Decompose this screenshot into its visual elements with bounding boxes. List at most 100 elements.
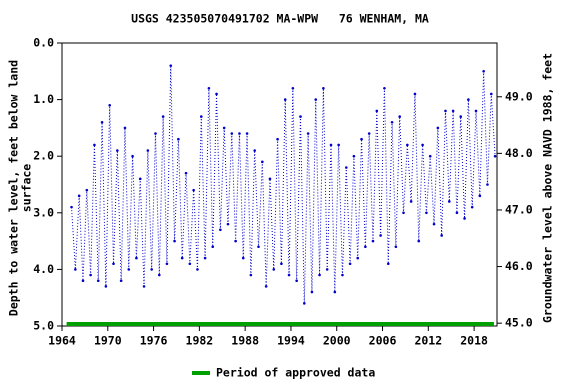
- data-point: [264, 285, 268, 288]
- data-point: [444, 109, 447, 113]
- data-point: [383, 86, 386, 90]
- data-point: [470, 205, 474, 209]
- data-point: [482, 70, 485, 73]
- data-point: [303, 302, 306, 305]
- data-point: [123, 126, 127, 130]
- plot-frame: [61, 42, 498, 327]
- data-point: [314, 98, 318, 101]
- data-point: [417, 239, 421, 243]
- data-point: [131, 154, 134, 158]
- y-axis-label: surface: [20, 164, 34, 213]
- data-point: [85, 188, 89, 192]
- data-point: [428, 154, 432, 158]
- data-point: [329, 143, 333, 147]
- data-point: [478, 194, 482, 198]
- data-point: [455, 211, 459, 215]
- y-tick-label: 1.0: [33, 92, 54, 106]
- data-point: [192, 188, 195, 192]
- data-point: [375, 109, 379, 113]
- data-point: [70, 205, 73, 209]
- x-tick-label: 2012: [414, 334, 442, 348]
- data-point: [386, 262, 390, 266]
- data-point: [318, 273, 321, 277]
- data-point: [257, 245, 260, 249]
- y-tick-label: 0.0: [33, 36, 54, 50]
- data-point: [341, 273, 344, 277]
- y-tick-label: 2.0: [33, 149, 54, 163]
- y-axis-label: Depth to water level, feet below land: [7, 60, 21, 316]
- data-point: [146, 149, 150, 152]
- data-point: [310, 290, 314, 294]
- data-point: [261, 160, 264, 164]
- data-point: [241, 256, 245, 260]
- data-point: [371, 239, 375, 243]
- x-tick-label: 2006: [369, 334, 397, 348]
- data-point: [173, 239, 176, 243]
- data-point: [96, 279, 100, 283]
- data-point: [398, 115, 401, 118]
- data-point: [127, 268, 131, 271]
- data-point: [325, 268, 329, 271]
- data-point: [249, 273, 253, 277]
- legend-label: Period of approved data: [216, 366, 375, 380]
- data-point: [93, 143, 96, 147]
- data-point: [489, 92, 493, 96]
- data-point: [276, 137, 279, 141]
- data-point: [344, 166, 348, 169]
- data-point: [219, 228, 222, 232]
- y2-tick-label: 49.0: [505, 89, 533, 103]
- data-point: [333, 290, 337, 294]
- data-point: [394, 245, 398, 249]
- data-point: [138, 177, 142, 181]
- data-point: [211, 245, 215, 249]
- data-point: [158, 273, 161, 277]
- data-point: [196, 268, 199, 271]
- data-point: [432, 222, 436, 226]
- data-point: [451, 109, 455, 113]
- data-point: [203, 256, 207, 260]
- data-point: [112, 262, 115, 266]
- y-tick-label: 4.0: [33, 262, 54, 276]
- data-point: [291, 86, 295, 90]
- x-tick-label: 1982: [186, 334, 214, 348]
- data-point: [169, 64, 173, 67]
- data-point: [268, 177, 272, 181]
- data-point: [463, 217, 466, 220]
- data-point: [352, 154, 356, 158]
- y2-tick-label: 48.0: [505, 146, 533, 160]
- chart-title: USGS 423505070491702 MA-WPW 76 WENHAM, M…: [131, 12, 429, 26]
- data-point: [104, 285, 108, 288]
- y2-tick-label: 45.0: [505, 316, 533, 330]
- x-tick-label: 1994: [277, 334, 305, 348]
- y2-axis-label: Groundwater level above NAVD 1988, feet: [541, 53, 555, 323]
- data-point: [402, 211, 405, 215]
- data-point: [154, 132, 157, 135]
- data-point: [100, 120, 104, 124]
- data-point: [306, 132, 310, 135]
- data-point: [234, 239, 237, 243]
- data-point: [364, 245, 367, 249]
- data-point: [177, 137, 180, 141]
- data-point: [207, 86, 211, 90]
- x-tick-label: 1988: [231, 334, 259, 348]
- data-line: [71, 65, 496, 304]
- data-point: [337, 143, 340, 147]
- data-point: [360, 137, 363, 141]
- x-tick-label: 2000: [323, 334, 351, 348]
- x-tick-label: 1970: [94, 334, 122, 348]
- data-point: [77, 194, 81, 198]
- x-tick-label: 2018: [460, 334, 488, 348]
- data-point: [486, 183, 489, 186]
- y2-tick-label: 46.0: [505, 259, 533, 273]
- data-point: [283, 98, 287, 101]
- data-point: [425, 211, 428, 215]
- data-point: [440, 234, 443, 237]
- y-tick-label: 3.0: [33, 205, 54, 219]
- data-point: [188, 262, 192, 266]
- data-point: [280, 262, 283, 266]
- data-point: [245, 132, 249, 135]
- data-point: [74, 268, 77, 271]
- data-point: [215, 92, 218, 96]
